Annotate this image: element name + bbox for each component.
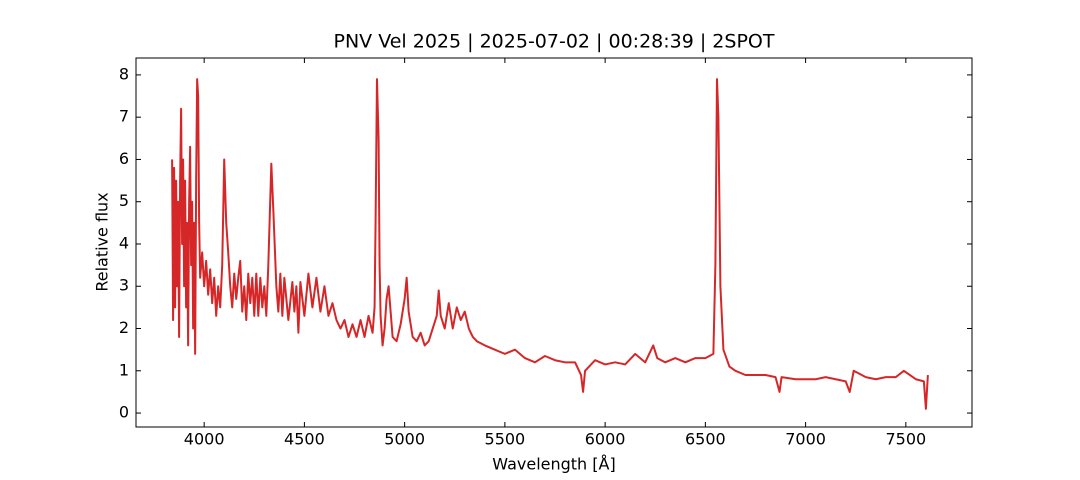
y-tick-label: 6 <box>119 149 129 168</box>
y-tick-label: 4 <box>119 233 129 252</box>
x-tick-label: 4500 <box>284 430 325 449</box>
y-tick-label: 3 <box>119 276 129 295</box>
x-tick-label: 7500 <box>885 430 926 449</box>
plot-frame <box>135 57 973 428</box>
x-tick-label: 7000 <box>785 430 826 449</box>
y-tick-label: 0 <box>119 403 129 422</box>
x-tick-label: 4000 <box>184 430 225 449</box>
x-axis-label: Wavelength [Å] <box>492 455 615 474</box>
y-axis-label: Relative flux <box>93 192 112 291</box>
spectrum-line <box>171 78 929 410</box>
y-tick-label: 7 <box>119 107 129 126</box>
x-tick-label: 6500 <box>685 430 726 449</box>
y-tick-label: 8 <box>119 64 129 83</box>
y-tick-label: 2 <box>119 318 129 337</box>
x-tick-label: 5500 <box>485 430 526 449</box>
chart-title: PNV Vel 2025 | 2025-07-02 | 00:28:39 | 2… <box>334 31 775 53</box>
x-tick-label: 6000 <box>585 430 626 449</box>
x-tick-label: 5000 <box>384 430 425 449</box>
y-tick-label: 1 <box>119 360 129 379</box>
y-tick-label: 5 <box>119 191 129 210</box>
